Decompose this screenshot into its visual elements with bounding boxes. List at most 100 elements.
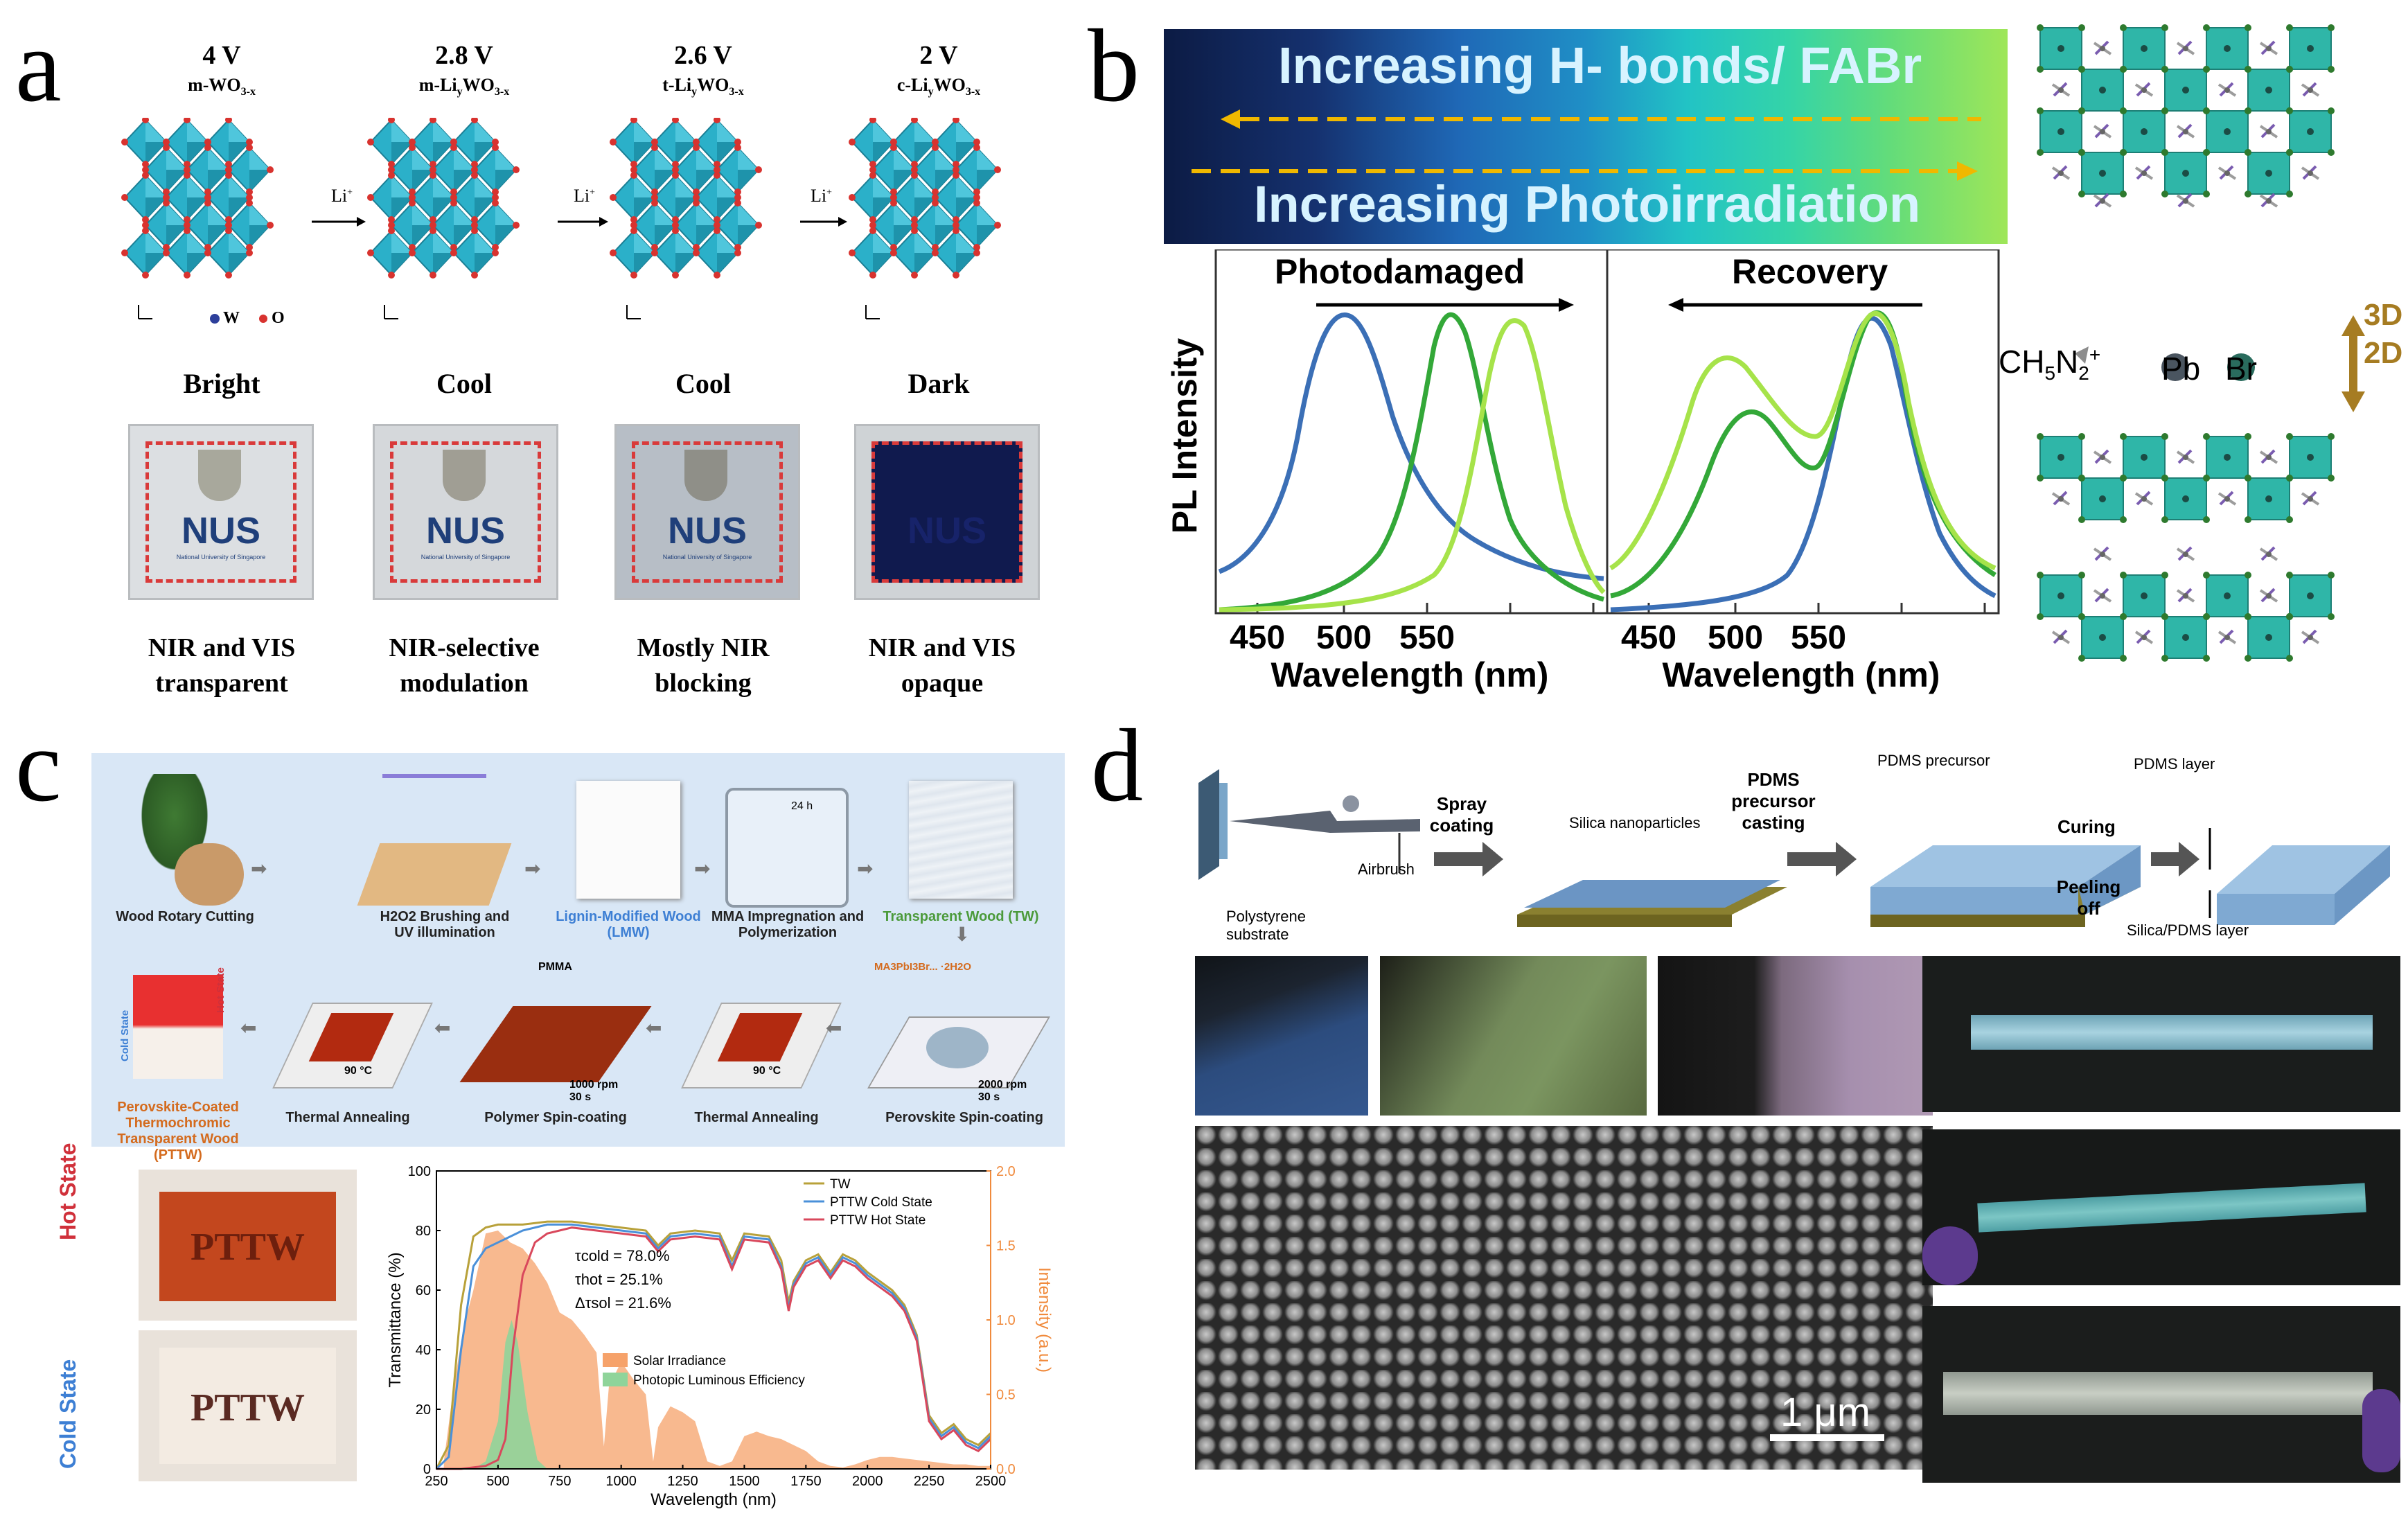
legend-label: PTTW Hot State xyxy=(830,1213,926,1228)
nus-crest xyxy=(198,450,241,501)
stage-1-voltage: 4 V xyxy=(202,41,241,70)
y2-tick-label: 1.0 xyxy=(996,1313,1016,1328)
series-line-tw xyxy=(435,1220,992,1470)
xlabel-left: Wavelength (nm) xyxy=(1271,655,1549,694)
photo-cold-label: Cold State xyxy=(55,1359,80,1469)
label-curing: Curing xyxy=(2057,816,2116,837)
stage-4-voltage: 2 V xyxy=(919,41,958,70)
flow-arrow: ➡ xyxy=(857,858,874,879)
li-arrow-label-2: Li+ xyxy=(574,186,596,206)
tick-left-450: 450 xyxy=(1229,619,1286,656)
banner-top-text: Increasing H- bonds/ FABr xyxy=(1278,37,1922,94)
step-h2o2-brushing: H2O2 Brushing and UV illumination xyxy=(380,909,510,940)
lmw-board xyxy=(576,781,680,899)
label-pdms-precursor: PDMS precursor xyxy=(1877,752,1990,769)
legend-o: O xyxy=(272,309,285,327)
stage-1-phase: m-WO3-x xyxy=(188,75,256,98)
x-tick-label: 1000 xyxy=(605,1474,637,1489)
rpm-label-2: 2000 rpm 30 s xyxy=(978,1079,1027,1103)
stage-1-description: NIR and VIS transparent xyxy=(148,633,296,698)
stage-3-voltage: 2.6 V xyxy=(674,41,732,70)
label-silica-nanoparticles: Silica nanoparticles xyxy=(1569,814,1701,831)
photo-blue-film xyxy=(1195,956,1368,1116)
y-tick-label: 0 xyxy=(423,1462,431,1477)
y-tick-label: 60 xyxy=(416,1283,431,1298)
x-tick-label: 1250 xyxy=(667,1474,698,1489)
right-plot-title: Recovery xyxy=(1732,252,1888,291)
nus-crest xyxy=(443,450,486,501)
flow-arrow-left: ⬅ xyxy=(434,1017,451,1039)
stage-2-voltage: 2.8 V xyxy=(435,41,493,70)
step-lmw: Lignin-Modified Wood (LMW) xyxy=(556,909,701,940)
stat-label: τhot = 25.1% xyxy=(575,1271,663,1288)
label-spray-coating: Spray coating xyxy=(1429,793,1494,836)
sem-image: 1 μm xyxy=(1195,1126,1933,1470)
x-tick-label: 2500 xyxy=(975,1474,1007,1489)
tick-right-450: 450 xyxy=(1620,619,1677,656)
label-pdms-layer: PDMS layer xyxy=(2134,755,2215,773)
pl-banner: Increasing H- bonds/ FABr Increasing Pho… xyxy=(1164,29,2008,244)
step-thermal-annealing-2: Thermal Annealing xyxy=(694,1110,819,1125)
y2-tick-label: 0.5 xyxy=(996,1388,1016,1403)
legend-br: Br xyxy=(2225,351,2257,387)
beaker-graphic xyxy=(725,788,849,908)
photo-green-film xyxy=(1380,956,1647,1116)
pmma-label: PMMA xyxy=(538,961,572,973)
flow-arrow-left: ⬅ xyxy=(240,1017,257,1039)
pl-spectra-plots xyxy=(1214,249,2000,615)
stage-3-description: Mostly NIR blocking xyxy=(637,633,770,698)
y2-tick-label: 2.0 xyxy=(996,1164,1016,1179)
series-line-pttw-hot-state xyxy=(436,1226,992,1470)
series-line-pttw-cold-state xyxy=(435,1223,992,1470)
sample-bright: NUS National University of Singapore xyxy=(128,424,314,600)
timer-label: 24 h xyxy=(791,800,813,812)
brushing-graphic xyxy=(357,843,512,906)
dim-2d: 2D xyxy=(2364,336,2403,370)
stage-3-state: Cool xyxy=(675,368,731,399)
rpm-label-1: 1000 rpm 30 s xyxy=(569,1079,619,1103)
flow-arrow: ➡ xyxy=(524,858,541,879)
legend-formula: CH5N2+ xyxy=(1999,344,2101,385)
y2-tick-label: 0.0 xyxy=(996,1462,1016,1477)
left-plot-title: Photodamaged xyxy=(1275,252,1525,291)
pttw-photo-text: PTTW xyxy=(191,1226,305,1269)
temp-label-1: 90 °C xyxy=(344,1065,373,1077)
stage-4-phase: c-LiyWO3-x xyxy=(896,75,981,98)
sample-dark: NUS xyxy=(854,424,1040,600)
step-perovskite-spin: Perovskite Spin-coating xyxy=(885,1110,1043,1125)
nus-subtext: National University of Singapore xyxy=(420,554,511,561)
pttw-board xyxy=(133,975,223,1079)
temp-label-2: 90 °C xyxy=(753,1065,781,1077)
x-tick-label: 1500 xyxy=(729,1474,760,1489)
nus-logo-text: NUS xyxy=(907,510,986,552)
pttw-photo-text: PTTW xyxy=(191,1386,305,1429)
stat-label: τcold = 78.0% xyxy=(575,1247,670,1264)
perovskite-structure xyxy=(2033,21,2365,693)
nus-crest xyxy=(684,450,727,501)
transmittance-chart: 250 500 750 1000 1250 1500 1750 2000 2250 2500 0 20… xyxy=(386,1164,1054,1509)
tick-left-550: 550 xyxy=(1399,619,1455,656)
stage-3-phase: t-LiyWO3-x xyxy=(662,75,744,98)
panel-label-c: c xyxy=(15,708,62,823)
tick-right-550: 550 xyxy=(1790,619,1847,656)
fiber-photo-3 xyxy=(1922,1306,2400,1483)
y-axis-label: Transmittance (%) xyxy=(386,1252,405,1387)
step-wood-rotary-cutting: Wood Rotary Cutting xyxy=(116,909,254,924)
label-pdms-casting: PDMS precursor casting xyxy=(1731,769,1816,833)
stat-label: Δτsol = 21.6% xyxy=(575,1294,671,1312)
board-cold-label: Cold State xyxy=(119,1010,131,1061)
tw-board xyxy=(909,781,1013,899)
board-hot-label: Hot State xyxy=(215,967,227,1013)
nus-logo-text: NUS xyxy=(667,510,747,552)
fiber-photo-1 xyxy=(1922,956,2400,1112)
step-polymer-spin: Polymer Spin-coating xyxy=(484,1110,627,1125)
flow-arrow-left: ⬅ xyxy=(646,1017,662,1039)
x-tick-label: 2250 xyxy=(914,1474,945,1489)
xlabel-right: Wavelength (nm) xyxy=(1662,655,1940,694)
legend-label: TW xyxy=(830,1177,851,1192)
nus-logo-text: NUS xyxy=(425,510,505,552)
stage-4-state: Dark xyxy=(908,368,970,399)
y-tick-label: 80 xyxy=(416,1224,431,1239)
step-mma: MMA Impregnation and Polymerization xyxy=(711,909,865,940)
y2-axis-label: Intensity (a.u.) xyxy=(1035,1267,1054,1373)
